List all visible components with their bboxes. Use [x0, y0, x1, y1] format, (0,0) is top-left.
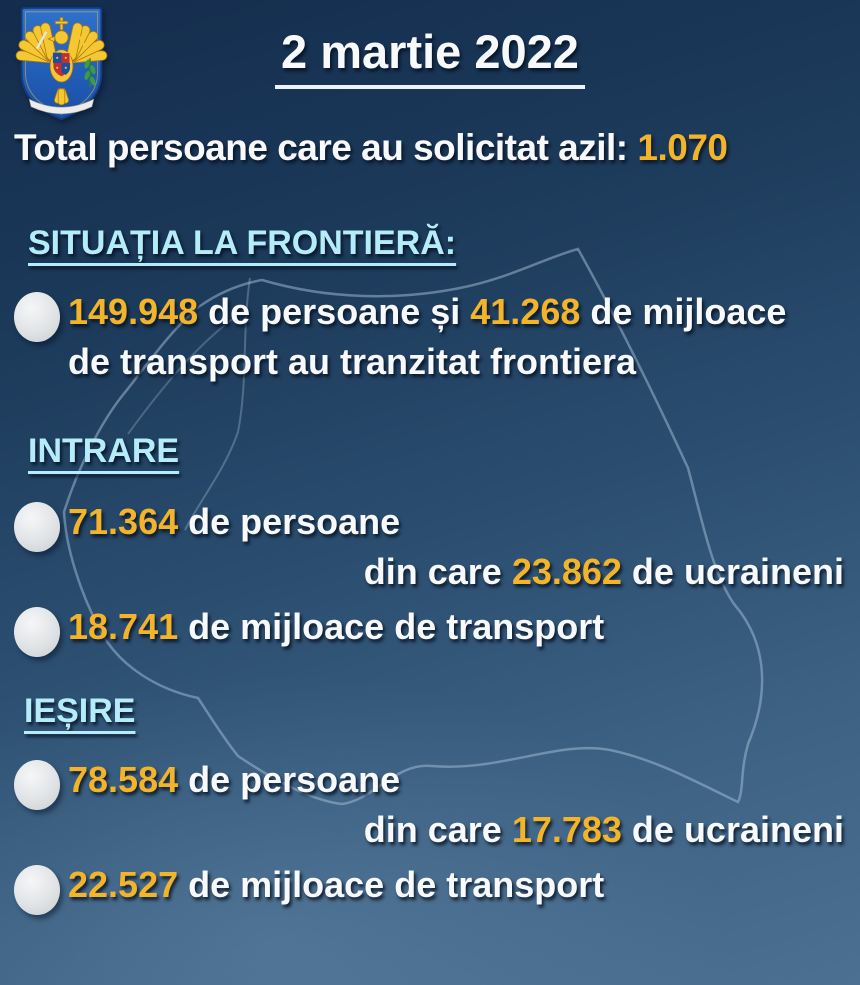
bullet-row-iesire-persons: 78.584 de persoane	[14, 755, 400, 810]
intrare-persons-value: 71.364	[68, 501, 179, 542]
frontier-persons-value: 149.948	[68, 291, 199, 332]
total-asylum-line: Total persoane care au solicitat azil: 1…	[14, 127, 728, 169]
intrare-vehicles-label: de mijloace de transport	[178, 606, 605, 647]
iesire-vehicles-label: de mijloace de transport	[178, 864, 605, 905]
iesire-sub-prefix: din care	[363, 809, 512, 850]
frontier-transit-text: 149.948 de persoane și 41.268 de mijloac…	[68, 287, 786, 387]
intrare-persons-label: de persoane	[178, 501, 401, 542]
section-heading-frontiera: SITUAȚIA LA FRONTIERĂ:	[28, 224, 457, 262]
bullet-row-iesire-vehicles: 22.527 de mijloace de transport	[14, 860, 604, 915]
bullet-icon	[14, 292, 60, 342]
iesire-sub-suffix: de ucraineni	[621, 809, 844, 850]
iesire-ukrainians-value: 17.783	[511, 809, 622, 850]
frontier-transit-line2: de transport au tranzitat frontiera	[68, 341, 637, 382]
intrare-ukrainians-line: din care 23.862 de ucraineni	[364, 551, 844, 593]
intrare-vehicles-text: 18.741 de mijloace de transport	[68, 602, 604, 652]
coat-of-arms-icon	[15, 6, 108, 121]
section-heading-intrare: INTRARE	[28, 432, 180, 470]
header: 2 martie 2022	[0, 24, 860, 89]
total-value: 1.070	[637, 127, 728, 168]
intrare-sub-suffix: de ucraineni	[621, 551, 844, 592]
iesire-vehicles-value: 22.527	[68, 864, 179, 905]
date-title: 2 martie 2022	[275, 24, 585, 89]
frontier-text-mid: de persoane și	[198, 291, 471, 332]
intrare-vehicles-value: 18.741	[68, 606, 179, 647]
iesire-persons-label: de persoane	[178, 759, 401, 800]
bullet-icon	[14, 760, 60, 810]
bullet-row-frontier-transit: 149.948 de persoane și 41.268 de mijloac…	[14, 287, 786, 387]
bullet-icon	[14, 865, 60, 915]
intrare-persons-text: 71.364 de persoane	[68, 497, 400, 547]
section-heading-iesire: IEȘIRE	[24, 692, 136, 730]
frontier-text-end: de mijloace	[580, 291, 787, 332]
iesire-ukrainians-line: din care 17.783 de ucraineni	[364, 809, 844, 851]
bullet-icon	[14, 502, 60, 552]
bullet-icon	[14, 607, 60, 657]
iesire-persons-value: 78.584	[68, 759, 179, 800]
iesire-vehicles-text: 22.527 de mijloace de transport	[68, 860, 604, 910]
total-label: Total persoane care au solicitat azil:	[14, 127, 638, 168]
bullet-row-intrare-persons: 71.364 de persoane	[14, 497, 400, 552]
iesire-persons-text: 78.584 de persoane	[68, 755, 400, 805]
bullet-row-intrare-vehicles: 18.741 de mijloace de transport	[14, 602, 604, 657]
frontier-transit-line1: 149.948 de persoane și 41.268 de mijloac…	[68, 287, 786, 337]
frontier-vehicles-value: 41.268	[470, 291, 581, 332]
intrare-ukrainians-value: 23.862	[511, 551, 622, 592]
intrare-sub-prefix: din care	[363, 551, 512, 592]
